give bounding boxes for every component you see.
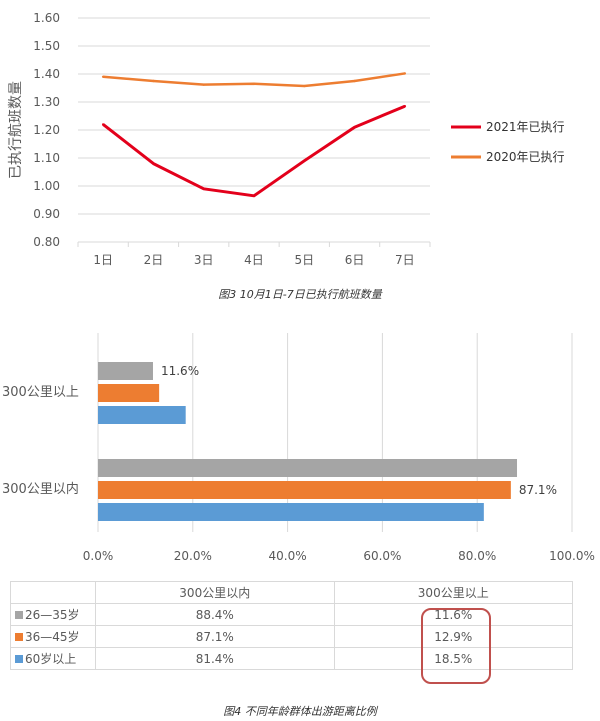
x-tick-label: 3日 [194, 253, 214, 267]
bar [98, 459, 518, 477]
legend-swatch [15, 611, 23, 619]
data-point [353, 126, 356, 129]
row-label-text: 36—45岁 [25, 630, 80, 644]
x-tick-label: 0.0% [83, 549, 114, 563]
y-tick-label: 1.30 [33, 95, 60, 109]
line-chart-grid [77, 17, 431, 247]
y-tick-label: 1.10 [33, 151, 60, 165]
row-label-text: 60岁以上 [25, 652, 77, 666]
y-tick-label: 1.00 [33, 179, 60, 193]
legend-swatch [15, 655, 23, 663]
data-point [303, 159, 306, 162]
line-chart-series [101, 72, 407, 198]
bar [98, 503, 484, 521]
bar [98, 384, 160, 402]
bar-chart-data-labels: 11.6% 87.1% [161, 364, 557, 497]
table-header-row: 300公里以内 300公里以上 [10, 581, 573, 604]
bar-chart-bars [98, 362, 518, 521]
data-point [252, 194, 256, 197]
row-label: 36—45岁 [10, 625, 96, 648]
series-line-2021 [102, 104, 406, 198]
x-tick-label: 80.0% [458, 549, 496, 563]
x-tick-label: 6日 [345, 253, 365, 267]
data-point [303, 84, 306, 88]
bar [98, 481, 511, 499]
data-point [101, 123, 105, 126]
row-label: 26—35岁 [10, 603, 96, 626]
line-chart: 0.80 0.90 1.00 1.10 1.20 1.30 1.40 1.50 1.60 1日 2… [8, 11, 565, 267]
highlight-outline [421, 608, 491, 684]
x-tick-label: 2日 [144, 253, 164, 267]
table-row: 60岁以上 81.4% 18.5% [10, 647, 573, 670]
category-label: 300公里以上 [2, 385, 79, 400]
data-point [152, 162, 155, 165]
table-cell: 81.4% [95, 647, 335, 670]
data-point [202, 187, 205, 190]
data-label: 11.6% [161, 364, 199, 378]
category-label: 300公里以内 [2, 481, 79, 497]
y-tick-label: 1.40 [33, 67, 60, 81]
bar-chart-category-labels: 300公里以上 300公里以内 [2, 385, 79, 497]
line-chart-legend: 2021年已执行 2020年已执行 [451, 120, 565, 164]
line-chart-x-ticks: 1日 2日 3日 4日 5日 6日 7日 [93, 253, 414, 267]
bar-chart-x-ticks: 0.0% 20.0% 40.0% 60.0% 80.0% 100.0% [83, 549, 595, 563]
data-point [353, 79, 356, 83]
data-point [403, 105, 407, 108]
table-header-over-300km: 300公里以上 [333, 581, 573, 604]
row-label: 60岁以上 [10, 647, 96, 670]
x-tick-label: 7日 [395, 253, 415, 267]
x-tick-label: 40.0% [269, 549, 307, 563]
figure4-caption: 图4 不同年龄群体出游距离比例 [223, 705, 377, 718]
y-tick-label: 1.60 [33, 11, 60, 25]
legend-swatch [15, 633, 23, 641]
data-point [202, 83, 205, 86]
bar [98, 406, 186, 424]
table-cell: 87.1% [95, 625, 335, 648]
data-table: 300公里以内 300公里以上 26—35岁 88.4% 11.6% 36—45… [10, 581, 573, 681]
x-tick-label: 5日 [294, 253, 314, 267]
y-tick-label: 1.20 [33, 123, 60, 137]
data-point [252, 82, 256, 86]
data-point [101, 75, 105, 79]
bar-chart-grid [97, 333, 573, 532]
legend-label: 2020年已执行 [486, 150, 565, 164]
line-chart-y-axis-label: 已执行航班数量 [8, 81, 24, 179]
y-tick-label: 0.90 [33, 207, 60, 221]
table-header-within-300km: 300公里以内 [95, 581, 335, 604]
x-tick-label: 1日 [93, 253, 113, 267]
x-tick-label: 20.0% [174, 549, 212, 563]
row-label-text: 26—35岁 [25, 608, 80, 622]
table-cell: 88.4% [95, 603, 335, 626]
data-point [403, 72, 407, 75]
y-tick-label: 0.80 [33, 235, 60, 249]
table-cell: 18.5% [333, 647, 573, 670]
x-tick-label: 60.0% [363, 549, 401, 563]
x-tick-label: 4日 [244, 253, 264, 267]
line-chart-y-ticks: 0.80 0.90 1.00 1.10 1.20 1.30 1.40 1.50 1.60 [33, 11, 60, 249]
bar [98, 362, 153, 380]
data-label: 87.1% [519, 483, 557, 497]
bar-chart: 300公里以上 300公里以内 0.0% 20.0% 40.0% 60.0% 80.0% 1… [2, 333, 595, 563]
data-point [152, 79, 155, 83]
figure3-caption: 图3 10月1日-7日已执行航班数量 [218, 288, 382, 301]
y-tick-label: 1.50 [33, 39, 60, 53]
table-header-corner [10, 581, 96, 604]
x-tick-label: 100.0% [549, 549, 595, 563]
legend-label: 2021年已执行 [486, 120, 565, 134]
